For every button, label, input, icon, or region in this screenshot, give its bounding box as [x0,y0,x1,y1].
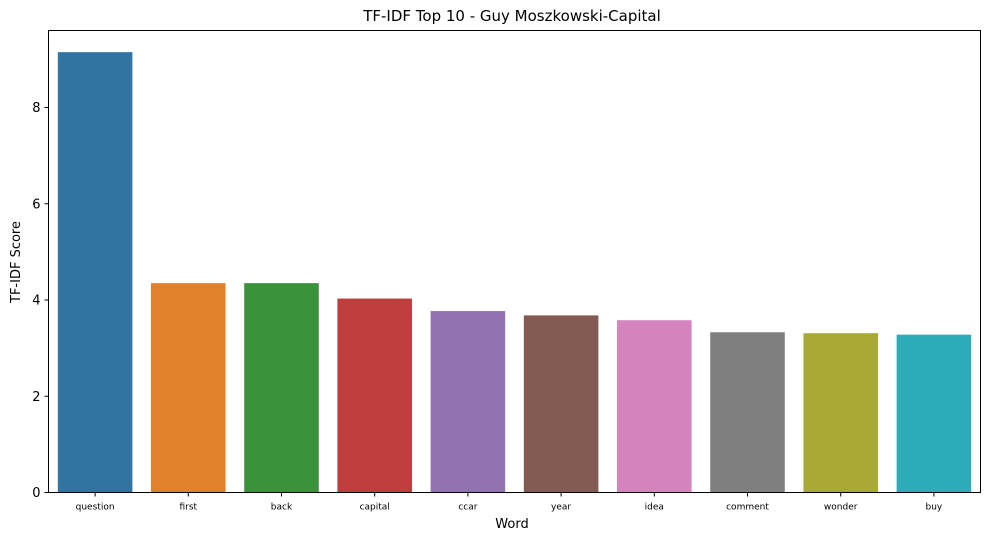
bar-back [244,283,319,493]
x-axis-ticks: question first back capital ccar year idea comm… [76,492,943,513]
bar-comment [710,332,785,493]
y-tick-label: 0 [32,486,40,501]
x-tick-label: question [76,503,115,513]
bar-first [151,283,226,493]
y-axis-ticks: 0 2 4 6 8 [32,101,49,501]
x-tick-label: idea [645,503,664,513]
chart-title: TF-IDF Top 10 - Guy Moszkowski-Capital [362,7,661,25]
x-tick-label: first [180,503,198,513]
y-axis-label: TF-IDF Score [9,221,24,304]
bar-year [523,315,599,493]
x-tick-label: buy [926,503,943,513]
x-axis-label: Word [495,517,528,532]
x-tick-label: back [271,503,293,513]
x-tick-label: year [551,503,571,513]
bar-buy [896,334,972,493]
y-tick-label: 8 [32,101,40,116]
x-tick-label: ccar [458,503,477,513]
bar-capital [337,298,412,493]
y-tick-label: 4 [32,294,40,309]
x-tick-label: wonder [824,503,858,513]
bar-question [57,52,133,493]
bar-ccar [430,311,506,493]
y-tick-label: 6 [32,197,40,212]
y-tick-label: 2 [32,390,40,405]
bar-idea [617,320,692,493]
x-tick-label: comment [726,503,769,513]
bar-wonder [803,333,878,493]
plot-area-frame [48,30,981,493]
x-tick-label: capital [360,503,390,513]
bars-group [57,52,972,493]
